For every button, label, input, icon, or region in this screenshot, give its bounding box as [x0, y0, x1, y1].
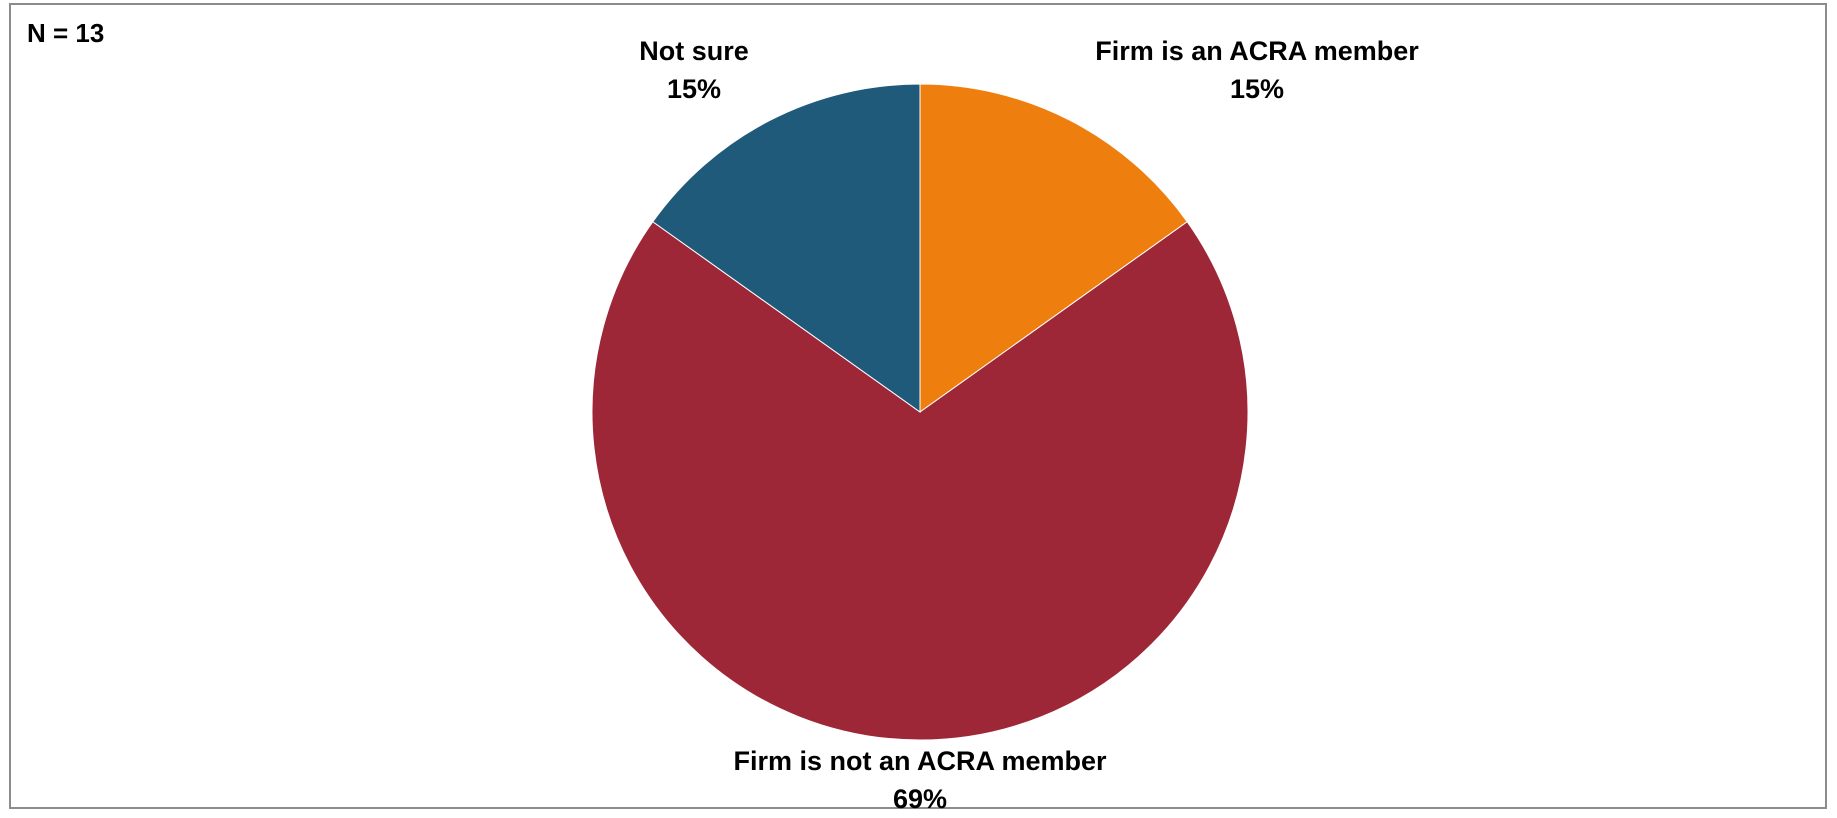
sample-size-label: N = 13: [27, 18, 105, 48]
slice-label-text: Not sure: [639, 36, 749, 66]
pie-slice-not-acra-member: [591, 221, 1249, 741]
slice-label-not-sure: Not sure 15%: [639, 32, 749, 108]
slice-label-text: Firm is an ACRA member: [1095, 36, 1419, 66]
pie-slice-acra-member: [919, 83, 1188, 413]
pie-slice-not-sure: [652, 83, 921, 413]
slice-label-not-acra-member: Firm is not an ACRA member 69%: [733, 742, 1106, 818]
slice-label-text: Firm is not an ACRA member: [733, 746, 1107, 776]
slice-value-text: 69%: [892, 784, 948, 814]
pie-slices: [591, 83, 1249, 741]
slice-value-text: 15%: [666, 74, 722, 104]
slice-label-acra-member: Firm is an ACRA member 15%: [1095, 32, 1419, 108]
slice-value-text: 15%: [1229, 74, 1285, 104]
